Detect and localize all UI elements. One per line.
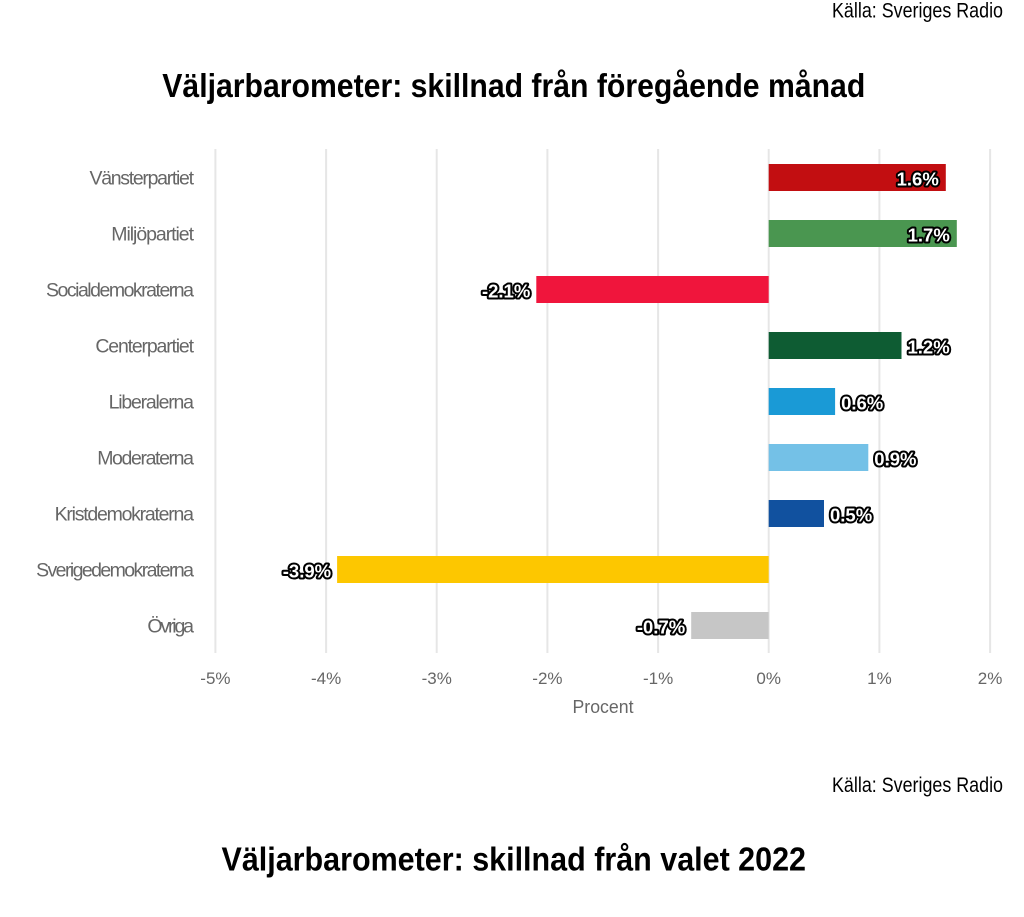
svg-text:-1%: -1% xyxy=(643,669,673,688)
svg-text:-2%: -2% xyxy=(532,669,562,688)
svg-text:Miljöpartiet: Miljöpartiet xyxy=(111,224,194,246)
svg-text:Väljarbarometer: skillnad från: Väljarbarometer: skillnad från valet 202… xyxy=(222,841,807,878)
svg-text:-3%: -3% xyxy=(422,669,452,688)
svg-text:Källa: Sveriges Radio: Källa: Sveriges Radio xyxy=(832,774,1003,797)
svg-text:Socialdemokraterna: Socialdemokraterna xyxy=(46,280,194,302)
svg-text:Centerpartiet: Centerpartiet xyxy=(95,336,194,358)
svg-text:Källa: Sveriges Radio: Källa: Sveriges Radio xyxy=(832,0,1003,23)
svg-text:-4%: -4% xyxy=(311,669,341,688)
svg-text:Procent: Procent xyxy=(573,697,634,717)
svg-text:-5%: -5% xyxy=(200,669,230,688)
svg-text:2%: 2% xyxy=(978,669,1003,688)
svg-text:-3.9%: -3.9% xyxy=(283,561,331,582)
svg-text:Övriga: Övriga xyxy=(147,616,194,638)
svg-text:Väljarbarometer: skillnad från: Väljarbarometer: skillnad från föregåend… xyxy=(162,67,865,104)
svg-text:Liberalerna: Liberalerna xyxy=(109,392,195,414)
svg-text:Moderaterna: Moderaterna xyxy=(97,448,194,470)
svg-text:Sverigedemokraterna: Sverigedemokraterna xyxy=(36,560,194,582)
svg-text:1.2%: 1.2% xyxy=(908,337,950,358)
svg-text:1.6%: 1.6% xyxy=(897,169,939,190)
svg-text:-0.7%: -0.7% xyxy=(637,617,685,638)
svg-text:0.6%: 0.6% xyxy=(841,393,883,414)
svg-text:0.5%: 0.5% xyxy=(830,505,872,526)
svg-text:1.7%: 1.7% xyxy=(908,225,950,246)
svg-text:Kristdemokraterna: Kristdemokraterna xyxy=(55,504,195,526)
svg-text:1%: 1% xyxy=(867,669,892,688)
svg-text:0%: 0% xyxy=(756,669,781,688)
svg-text:Vänsterpartiet: Vänsterpartiet xyxy=(90,168,195,190)
svg-text:0.9%: 0.9% xyxy=(874,449,916,470)
svg-text:-2.1%: -2.1% xyxy=(482,281,530,302)
